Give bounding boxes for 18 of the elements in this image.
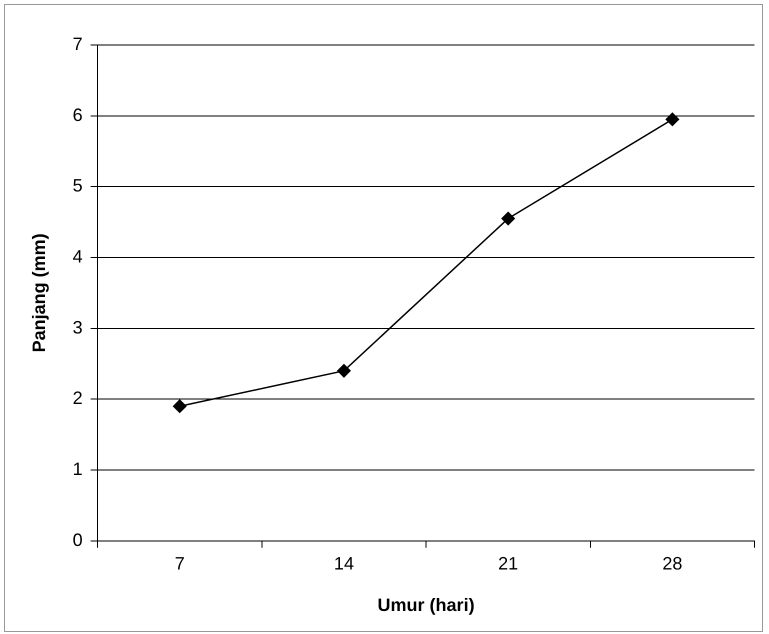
y-tick-label: 6 — [72, 104, 83, 125]
x-tick-label: 28 — [662, 554, 682, 574]
y-tick-label: 1 — [72, 458, 83, 479]
y-tick-label: 2 — [72, 388, 83, 408]
x-tick-label: 7 — [174, 554, 185, 574]
y-axis-title: Panjang (mm) — [28, 233, 49, 352]
y-tick-label: 5 — [72, 176, 83, 196]
y-tick-label: 4 — [72, 246, 83, 266]
x-axis-title: Umur (hari) — [378, 595, 475, 616]
point — [172, 399, 186, 413]
point — [666, 112, 680, 126]
point — [501, 212, 515, 226]
y-tick-label: 3 — [72, 317, 83, 338]
x-tick-label: 21 — [498, 554, 518, 574]
point — [337, 364, 351, 378]
y-tick-label: 7 — [72, 34, 83, 54]
y-tick-label: 0 — [72, 530, 83, 550]
x-tick-label: 14 — [334, 554, 354, 574]
